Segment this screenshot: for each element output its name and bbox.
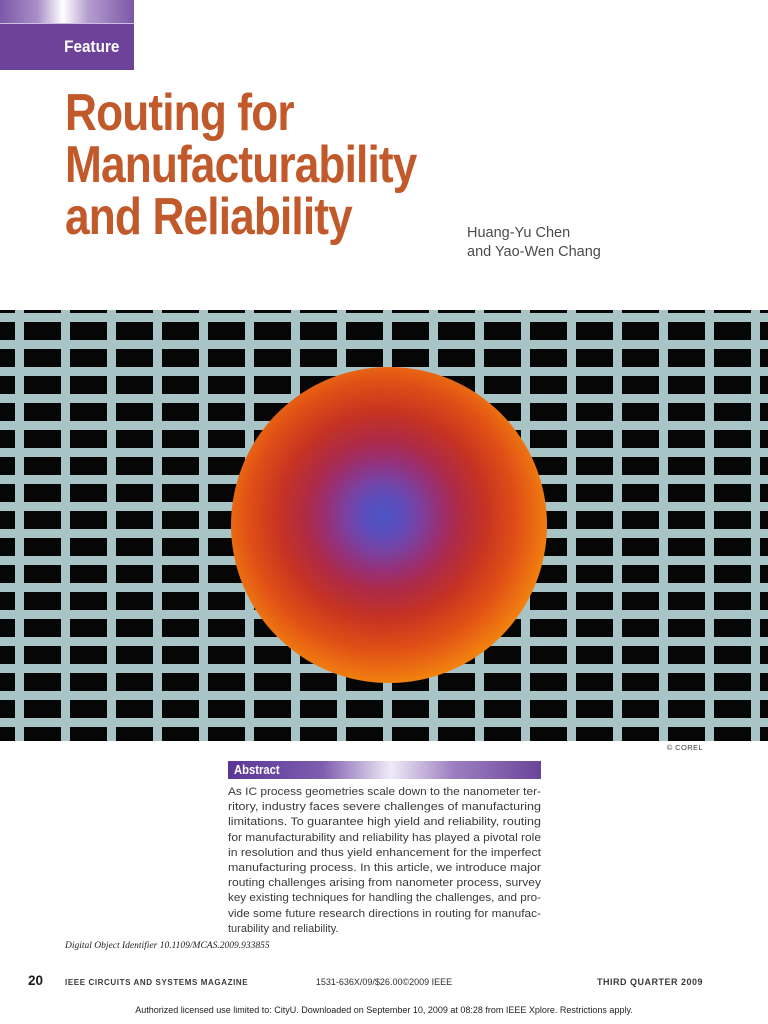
abstract-section: Abstract As IC process geometries scale …	[228, 761, 541, 937]
article-title-line-3: and Reliability	[65, 188, 353, 246]
doi-line: Digital Object Identifier 10.1109/MCAS.2…	[65, 941, 270, 951]
article-title: Routing for Manufacturability and Reliab…	[65, 87, 479, 243]
feature-label: Feature	[63, 37, 119, 56]
issue-label: THIRD QUARTER 2009	[596, 977, 703, 987]
article-title-line-1: Routing for	[65, 84, 295, 142]
thermal-gradient-blob	[231, 367, 547, 683]
abstract-text: As IC process geometries scale down to t…	[228, 785, 541, 937]
abstract-line: routing challenges arising from nanomete…	[228, 877, 541, 890]
abstract-line: key existing techniques for handling the…	[228, 892, 541, 905]
author-line-2: and Yao-Wen Chang	[467, 244, 601, 260]
abstract-line: vide some future research directions in …	[228, 907, 541, 920]
abstract-heading-bar: Abstract	[228, 761, 541, 779]
article-authors: Huang-Yu Chen and Yao-Wen Chang	[467, 224, 601, 262]
feature-banner: Feature	[0, 0, 134, 71]
abstract-line: for manufacturability and reliability ha…	[228, 831, 541, 844]
copyright-issn: 1531-636X/09/$26.00©2009 IEEE	[315, 977, 453, 987]
abstract-line: limitations. To guarantee high yield and…	[228, 816, 542, 829]
image-credit: © COREL	[666, 743, 703, 752]
page-number: 20	[28, 973, 44, 988]
journal-name: IEEE CIRCUITS AND SYSTEMS MAGAZINE	[65, 978, 249, 987]
article-title-line-2: Manufacturability	[65, 136, 417, 194]
feature-banner-gradient-strip	[0, 0, 134, 24]
abstract-line: manufacturing process. In this article, …	[228, 862, 541, 875]
abstract-heading: Abstract	[234, 763, 280, 777]
feature-banner-box: Feature	[0, 24, 134, 70]
hero-image	[0, 310, 768, 741]
abstract-line: in resolution and thus yield enhancement…	[228, 846, 542, 859]
abstract-line: As IC process geometries scale down to t…	[228, 786, 541, 798]
author-line-1: Huang-Yu Chen	[467, 225, 571, 241]
page-footer: 20 IEEE CIRCUITS AND SYSTEMS MAGAZINE 15…	[0, 973, 768, 989]
abstract-line: turability and reliability.	[228, 922, 339, 935]
license-notice: Authorized licensed use limited to: City…	[135, 1005, 633, 1015]
abstract-line: ritory, industry faces severe challenges…	[228, 801, 542, 814]
